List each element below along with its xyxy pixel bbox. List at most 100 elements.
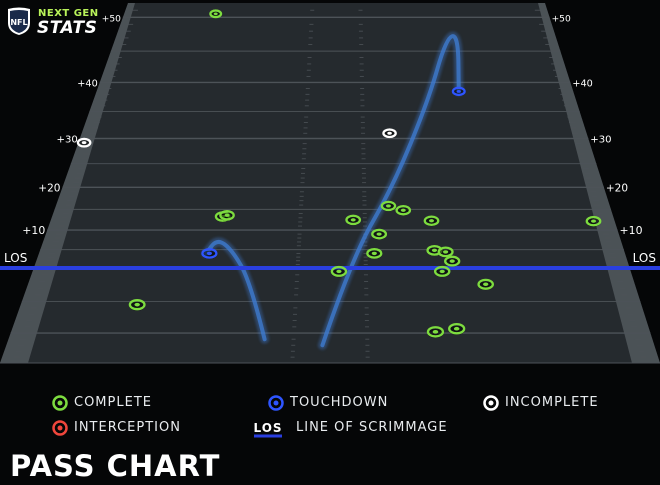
complete-pass-marker (423, 215, 440, 227)
marker-ring (423, 215, 440, 227)
marker-ring (395, 204, 412, 216)
legend-interception-label: INTERCEPTION (74, 420, 181, 435)
ytick-label-left: +50 (102, 14, 121, 24)
svg-text:NFL: NFL (10, 18, 27, 27)
pass-markers (76, 9, 602, 338)
marker-ring (201, 247, 218, 259)
incomplete-pass-marker (76, 137, 92, 148)
right-sideline (538, 3, 660, 363)
marker-dot (431, 248, 438, 253)
complete-pass-marker (219, 210, 235, 221)
marker-dot (81, 141, 87, 145)
complete-pass-marker (426, 326, 445, 338)
marker-ring (433, 265, 451, 277)
marker-dot (453, 326, 460, 331)
next-gen-stats-logo: NFL NEXT GEN STATS (6, 6, 116, 38)
marker-ring (371, 228, 388, 240)
complete-pass-marker (371, 228, 388, 240)
brand-line-2: STATS (37, 18, 98, 38)
complete-pass-marker (444, 255, 461, 267)
marker-ring (345, 214, 362, 226)
complete-pass-marker (330, 265, 348, 278)
interception-marker-icon (52, 420, 68, 436)
ball-trails (201, 31, 464, 350)
marker-ring (209, 9, 223, 19)
legend-incomplete-label: INCOMPLETE (505, 395, 599, 410)
complete-pass-marker (437, 246, 454, 258)
marker-dot (439, 269, 445, 274)
ball-trail (320, 34, 461, 348)
marker-ring (437, 246, 454, 258)
marker-ring (585, 215, 602, 227)
complete-pass-marker (433, 265, 451, 278)
marker-ring (382, 128, 397, 139)
ytick-label-right: +40 (572, 78, 592, 89)
los-label-right: LOS (633, 251, 656, 265)
svg-text:LOS: LOS (253, 421, 282, 435)
los-label-left: LOS (4, 251, 27, 265)
ytick-label-left: +20 (38, 182, 60, 194)
los-line-icon: LOS (253, 421, 282, 438)
marker-dot (213, 12, 218, 16)
ytick-label-right: +10 (620, 224, 643, 237)
ytick-label-left: +30 (57, 135, 78, 146)
marker-ring (448, 322, 466, 335)
marker-dot (134, 302, 140, 307)
nfl-shield-icon: NFL (8, 7, 30, 35)
complete-pass-marker (448, 322, 466, 335)
marker-ring (451, 86, 466, 97)
complete-pass-marker (585, 215, 602, 227)
ytick-label-right: +50 (552, 14, 571, 24)
marker-dot (591, 219, 597, 223)
ytick-label-right: +20 (606, 182, 628, 194)
brand-line-1: NEXT GEN (38, 8, 99, 19)
complete-pass-marker (366, 247, 383, 260)
complete-pass-marker (345, 214, 362, 226)
complete-pass-marker (128, 299, 146, 311)
marker-dot (336, 269, 342, 274)
field-surface (0, 3, 660, 363)
complete-pass-marker (380, 200, 397, 212)
legend-los-label: LINE OF SCRIMMAGE (296, 420, 448, 435)
marker-dot (206, 251, 212, 256)
complete-pass-marker (395, 204, 412, 216)
football-field (0, 3, 660, 364)
chart-title: PASS CHART (10, 449, 221, 483)
marker-ring (380, 200, 397, 212)
legend-complete-label: COMPLETE (74, 395, 152, 410)
incomplete-marker-icon (483, 395, 499, 411)
incomplete-pass-marker (382, 128, 397, 139)
marker-ring (477, 278, 495, 290)
marker-ring (128, 299, 146, 311)
touchdown-pass-marker (451, 86, 466, 97)
marker-dot (387, 131, 392, 135)
marker-dot (350, 218, 356, 222)
marker-dot (385, 204, 391, 208)
complete-marker-icon (52, 395, 68, 411)
marker-ring (330, 265, 348, 277)
marker-dot (483, 282, 489, 287)
marker-ring (219, 210, 235, 221)
ytick-label-right: +30 (590, 135, 611, 146)
marker-dot (400, 208, 406, 212)
complete-pass-marker (477, 278, 495, 291)
marker-ring (426, 326, 445, 338)
marker-dot (449, 259, 455, 263)
marker-dot (443, 250, 449, 254)
marker-dot (429, 219, 435, 223)
marker-dot (371, 251, 377, 256)
legend-touchdown-label: TOUCHDOWN (290, 395, 389, 410)
marker-dot (432, 330, 439, 334)
yard-tick-labels: +10 +10 +20 +20 +30 +30 +40 +40 +50 +50 (22, 14, 642, 237)
ytick-label-left: +40 (77, 78, 97, 89)
line-of-scrimmage: LOS LOS (0, 251, 660, 270)
ball-trail (204, 239, 267, 342)
ytick-label-left: +10 (22, 224, 45, 237)
touchdown-marker-icon (268, 395, 284, 411)
left-sideline (0, 3, 135, 363)
marker-dot (456, 89, 461, 93)
marker-ring (444, 255, 461, 267)
marker-dot (376, 232, 382, 236)
complete-pass-marker (209, 9, 223, 19)
